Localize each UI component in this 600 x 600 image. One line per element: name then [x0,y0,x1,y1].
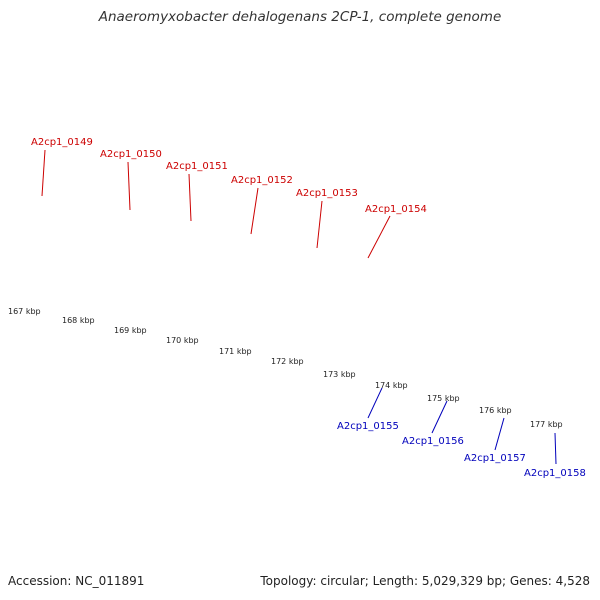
scale-label: 177 kbp [530,420,563,429]
leader-line [188,173,192,222]
scale-label: 167 kbp [8,307,41,316]
gene-label[interactable]: A2cp1_0156 [402,436,464,447]
gene-label[interactable]: A2cp1_0154 [365,204,427,215]
scale-label: 169 kbp [114,326,147,335]
gene-label[interactable]: A2cp1_0150 [100,149,162,160]
leader-line [494,417,505,451]
leader-line [367,387,383,419]
gene-label[interactable]: A2cp1_0151 [166,161,228,172]
gene-label[interactable]: A2cp1_0155 [337,421,399,432]
accession-label: Accession: NC_011891 [8,574,145,588]
map-title: Anaeromyxobacter dehalogenans 2CP-1, com… [98,9,502,25]
genome-summary: Topology: circular; Length: 5,029,329 bp… [260,574,590,588]
gene-label[interactable]: A2cp1_0158 [524,468,586,479]
gene-label[interactable]: A2cp1_0153 [296,188,358,199]
scale-label: 175 kbp [427,394,460,403]
scale-label: 176 kbp [479,406,512,415]
reverse-gene-labels: A2cp1_0155 A2cp1_0156 A2cp1_0157 A2cp1_0… [337,421,586,479]
leader-line [41,149,46,197]
forward-gene-labels: A2cp1_0149 A2cp1_0150 A2cp1_0151 A2cp1_0… [31,137,427,215]
leader-line [554,432,557,465]
leader-line [316,200,323,249]
leader-line [367,215,391,259]
leader-line [127,161,131,211]
gene-label[interactable]: A2cp1_0149 [31,137,93,148]
scale-label: 174 kbp [375,381,408,390]
scale-label: 171 kbp [219,347,252,356]
scale-labels: 167 kbp 168 kbp 169 kbp 170 kbp 171 kbp … [8,307,563,429]
scale-label: 173 kbp [323,370,356,379]
leader-line [431,400,448,434]
gene-label[interactable]: A2cp1_0157 [464,453,526,464]
gene-label[interactable]: A2cp1_0152 [231,175,293,186]
leader-line [250,187,259,235]
scale-label: 170 kbp [166,336,199,345]
scale-label: 172 kbp [271,357,304,366]
scale-label: 168 kbp [62,316,95,325]
label-leader-lines [41,149,557,465]
